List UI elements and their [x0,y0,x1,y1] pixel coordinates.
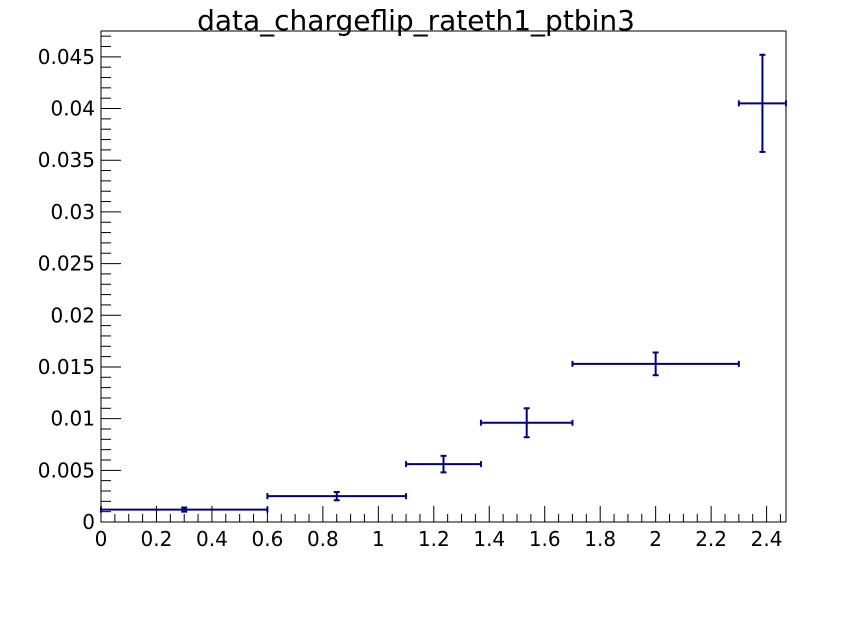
y-axis: 0 0.005 0.01 0.015 0.02 0.025 0.03 0.035 0.04 0.0… [38,35,121,534]
y-tick-label: 0.005 [38,458,95,482]
y-tick-label: 0.015 [38,355,95,379]
y-tick-label: 0.04 [50,97,95,121]
y-tick-label: 0.03 [50,200,95,224]
y-tick-label: 0.01 [50,407,95,431]
x-tick-label: 1.2 [418,527,450,551]
x-tick-label: 2 [649,527,662,551]
data-point [100,506,269,513]
x-tick-label: 1.8 [584,527,616,551]
x-tick-label: 0.4 [196,527,228,551]
data-point [737,53,787,153]
data-points [100,53,787,513]
x-tick-label: 0.6 [251,527,283,551]
x-axis: 0 0.2 0.4 0.6 0.8 1 1.2 1.4 1.6 1.8 2 2.2 2.4 [95,506,783,551]
data-point [571,351,740,377]
x-tick-label: 1.6 [529,527,561,551]
x-tick-label: 2.4 [751,527,783,551]
data-point [405,454,482,474]
x-tick-label: 1 [372,527,385,551]
y-tick-label: 0.02 [50,303,95,327]
y-tick-label: 0.045 [38,45,95,69]
x-tick-label: 2.2 [695,527,727,551]
x-tick-label: 0 [95,527,108,551]
chart-title: data_chargeflip_rateth1_ptbin3 [197,4,635,37]
y-tick-label: 0.035 [38,148,95,172]
x-tick-label: 1.4 [473,527,505,551]
data-point [266,491,408,502]
plot-frame [100,30,787,523]
y-tick-label: 0 [82,510,95,534]
plot-border [100,30,787,523]
data-point [479,407,574,439]
x-tick-label: 0.8 [307,527,339,551]
y-tick-label: 0.025 [38,252,95,276]
x-tick-label: 0.2 [141,527,173,551]
